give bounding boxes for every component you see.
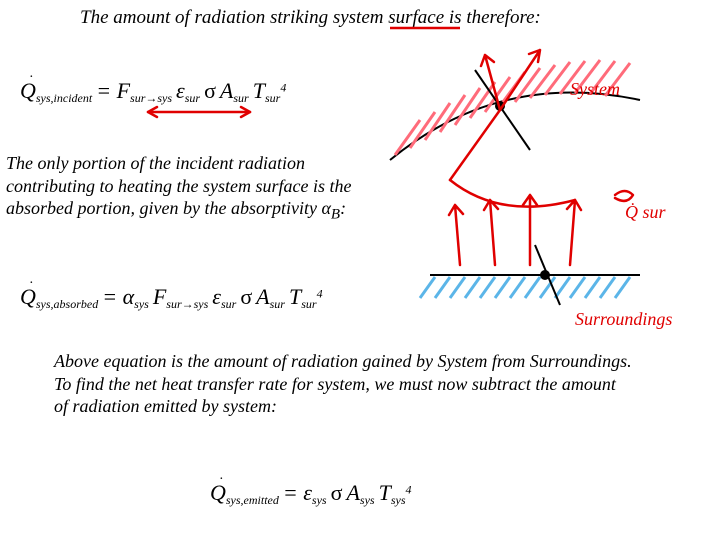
eq1-eps: ε (176, 78, 185, 103)
lower-hatching (420, 277, 630, 298)
eq3-Qsub: sys,emitted (226, 493, 279, 507)
eq2-T: T (289, 284, 301, 309)
eq3-T: T (379, 480, 391, 505)
label-qsur: Q̇ sur (625, 201, 667, 222)
eq1-F: F (117, 78, 130, 103)
eq2-Asub: sur (270, 297, 285, 311)
eq2-alpha: α (123, 284, 135, 309)
title-underline (390, 24, 460, 32)
slide-title: The amount of radiation striking system … (80, 6, 640, 30)
eq1-T: T (253, 78, 265, 103)
paragraph-absorptivity: The only portion of the incident radiati… (6, 152, 356, 224)
eq1-A: A (220, 78, 233, 103)
eq2-A: A (256, 284, 269, 309)
eq2-Tsup: 4 (317, 287, 323, 301)
eq3-A: A (346, 480, 359, 505)
qdot-icon: · (219, 472, 224, 488)
eq2-alphasub: sys (134, 297, 149, 311)
eq2-sigma: σ (240, 284, 252, 309)
eq3-Asub: sys (360, 493, 375, 507)
eq3-eps: ε (303, 480, 312, 505)
eq2-epssub: sur (221, 297, 236, 311)
para1-tail: : (340, 198, 346, 218)
qdot-icon: · (29, 70, 34, 86)
eq2-Tsub: sur (301, 297, 316, 311)
upper-normal (475, 70, 530, 150)
eq1-Tsup: 4 (280, 81, 286, 95)
para1-text: The only portion of the incident radiati… (6, 153, 351, 218)
eq3-sigma: σ (331, 480, 343, 505)
paragraph-net-transfer: Above equation is the amount of radiatio… (54, 350, 634, 418)
qdot-icon: · (29, 276, 34, 292)
eq3-epssub: sys (312, 493, 327, 507)
eq2-Fsub: sur→sys (166, 297, 208, 311)
eq3-equals: = (283, 480, 303, 505)
radiation-diagram: System Q̇ sur Surroundings (380, 40, 710, 320)
eq1-Qsub: sys,incident (36, 91, 92, 105)
label-surroundings: Surroundings (575, 309, 672, 329)
label-system: System (570, 79, 620, 99)
eq1-sigma: σ (204, 78, 216, 103)
eq1-Tsub: sur (265, 91, 280, 105)
eq2-equals: = (102, 284, 122, 309)
upper-hatching (395, 60, 630, 155)
eq3-Tsub: sys (391, 493, 406, 507)
eq2-F: F (153, 284, 166, 309)
equation-emitted: · Qsys,emitted = εsys σ Asys Tsys4 (210, 480, 412, 508)
eq2-eps: ε (212, 284, 221, 309)
f-underline-arrow (140, 102, 260, 122)
eq1-equals: = (96, 78, 116, 103)
eq3-Tsup: 4 (406, 483, 412, 497)
eq2-Qsub: sys,absorbed (36, 297, 98, 311)
equation-absorbed: · Qsys,absorbed = αsys Fsur→sys εsur σ A… (20, 284, 323, 312)
para1-sub: B (331, 207, 340, 223)
upper-curve (390, 93, 640, 161)
